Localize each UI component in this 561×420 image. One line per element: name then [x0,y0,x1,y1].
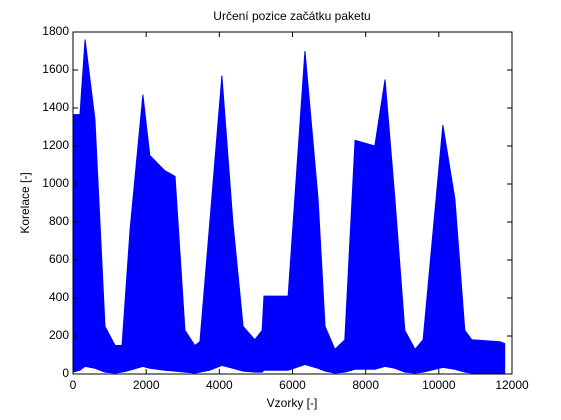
x-tick-label: 2000 [133,378,160,392]
y-axis-label: Korelace [-] [18,172,32,233]
y-tick-label: 600 [49,252,69,266]
y-tick-label: 200 [49,328,69,342]
x-tick-label: 10000 [422,378,456,392]
x-tick-label: 0 [70,378,77,392]
y-tick-label: 1200 [42,138,69,152]
x-tick-label: 6000 [279,378,306,392]
chart-title: Určení pozice začátku paketu [213,9,370,23]
x-tick-label: 12000 [495,378,529,392]
x-axis-label: Vzorky [-] [267,396,318,410]
y-tick-label: 800 [49,214,69,228]
x-tick-label: 8000 [352,378,379,392]
y-tick-label: 400 [49,290,69,304]
y-tick-label: 1600 [42,62,69,76]
y-tick-label: 1400 [42,100,69,114]
y-tick-label: 0 [62,366,69,380]
x-tick-label: 4000 [206,378,233,392]
y-tick-label: 1800 [42,24,69,38]
signal-area [72,39,506,374]
y-tick-label: 1000 [42,176,69,190]
